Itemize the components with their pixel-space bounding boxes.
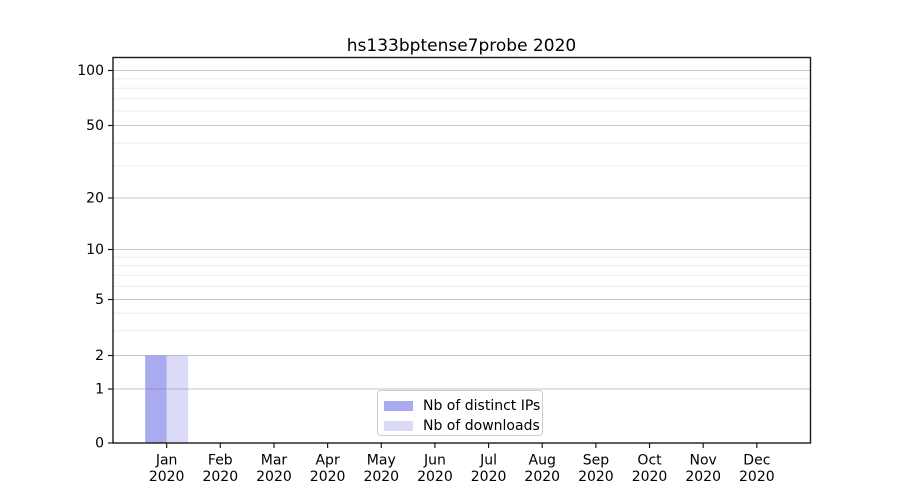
bar-downloads-jan — [166, 355, 189, 443]
y-tick-label: 5 — [95, 292, 104, 308]
legend-item-downloads: Nb of downloads — [384, 416, 542, 436]
y-tick-label: 50 — [86, 118, 104, 134]
x-tick-label: Oct 2020 — [632, 453, 668, 486]
x-tick-label: Jul 2020 — [471, 453, 507, 486]
x-axis: Jan 2020 Feb 2020 Mar 2020 Apr 2020 May 2020 Jun 20… — [149, 443, 775, 485]
gridlines-group — [113, 70, 811, 390]
chart-title: hs133bptense7probe 2020 — [346, 36, 577, 56]
y-axis: 0 1 2 5 10 20 50 100 — [77, 63, 113, 452]
x-tick-label: Mar 2020 — [256, 453, 292, 486]
x-tick-label: Jun 2020 — [417, 453, 453, 486]
y-tick-label: 20 — [86, 191, 104, 207]
x-tick-label: Apr 2020 — [310, 453, 346, 486]
legend-item-distinct-ips: Nb of distinct IPs — [384, 396, 542, 416]
bar-distinct-ips-jan — [145, 355, 167, 443]
x-tick-label: Feb 2020 — [202, 453, 238, 486]
plot-border — [112, 56, 812, 444]
legend: Nb of distinct IPs Nb of downloads — [377, 390, 543, 436]
legend-label-downloads: Nb of downloads — [423, 418, 540, 434]
x-tick-label: Aug 2020 — [524, 453, 560, 486]
y-tick-label: 100 — [77, 63, 104, 79]
y-tick-label: 0 — [95, 436, 104, 452]
legend-label-distinct-ips: Nb of distinct IPs — [423, 398, 541, 414]
legend-swatch-distinct-ips — [384, 401, 413, 411]
y-tick-label: 10 — [86, 242, 104, 258]
x-tick-label: Sep 2020 — [578, 453, 614, 486]
y-tick-label: 2 — [95, 348, 104, 364]
x-tick-label: Nov 2020 — [685, 453, 721, 486]
bars-group — [145, 355, 189, 443]
y-tick-label: 1 — [95, 382, 104, 398]
legend-swatch-downloads — [384, 421, 413, 431]
x-tick-label: Jan 2020 — [149, 453, 185, 486]
x-tick-label: Dec 2020 — [739, 453, 775, 486]
x-tick-label: May 2020 — [363, 453, 399, 486]
